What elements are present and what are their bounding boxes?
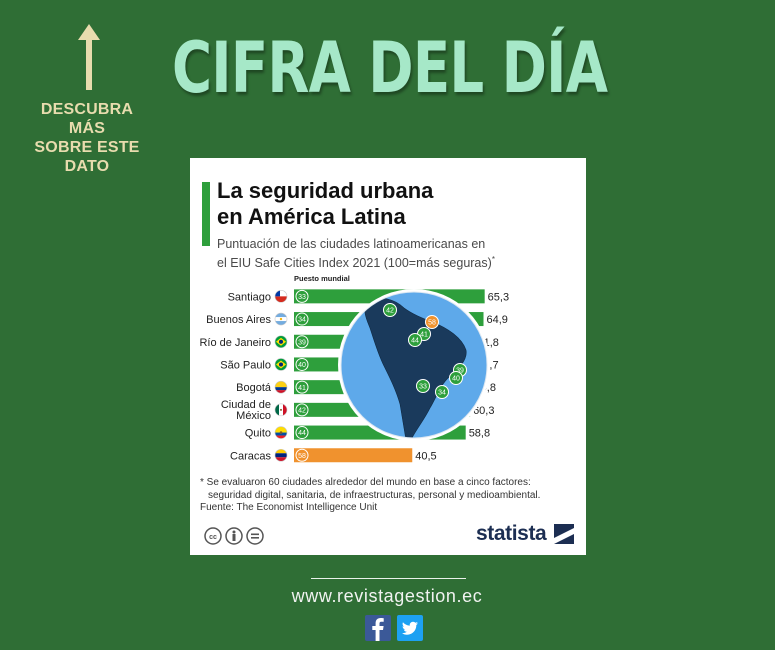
footnote-line-1: * Se evaluaron 60 ciudades alrededor del… (200, 477, 531, 488)
map-marker-label: 40 (452, 376, 460, 383)
rank-badge-ring (295, 380, 309, 394)
brazil-flag-icon (274, 335, 288, 349)
rank-badge-ring (295, 289, 309, 303)
rank-badge-ring (295, 426, 309, 440)
map-marker-label: 42 (386, 308, 394, 315)
title-accent-bar (202, 182, 210, 246)
city-label: Bogotá (236, 382, 272, 394)
city-label: Ciudad de México (221, 399, 271, 422)
rank-badge-ring (295, 448, 309, 462)
rank-label: 33 (298, 294, 306, 301)
map-marker-label: 33 (419, 384, 427, 391)
cc-icon: cc (204, 527, 222, 545)
value-label: 64,9 (487, 314, 508, 326)
city-label: São Paulo (220, 359, 271, 371)
footnote-line-2: seguridad digital, sanitaria, de infraes… (208, 489, 541, 501)
rank-column-header: Puesto mundial (294, 274, 350, 283)
side-note-line-1: DESCUBRA MÁS (40, 101, 134, 137)
city-label: Río de Janeiro (199, 337, 271, 349)
chart-subtitle-line-2-text: el EIU Safe Cities Index 2021 (100=más s… (217, 256, 492, 271)
svg-text:cc: cc (209, 534, 217, 541)
brazil-flag-icon (274, 358, 288, 371)
rank-badge-ring (295, 403, 309, 417)
rank-label: 34 (298, 317, 306, 324)
footer-divider (311, 578, 466, 579)
city-label: Santiago (228, 291, 271, 303)
map-marker (416, 379, 430, 393)
value-label: 60,3 (473, 405, 494, 417)
chart-subtitle: Puntuación de las ciudades latinoamerica… (217, 236, 577, 271)
rank-label: 41 (298, 385, 306, 392)
argentina-flag-icon (274, 312, 288, 326)
city-label: Caracas (230, 450, 271, 462)
headline: CIFRA DEL DÍA (172, 27, 608, 109)
colombia-flag-icon (274, 380, 288, 394)
chart-title-line-2: en América Latina (217, 204, 406, 229)
map-marker-label: 39 (456, 368, 464, 375)
city-label: Quito (245, 428, 271, 440)
map-marker-label: 44 (411, 338, 419, 345)
source-note: Fuente: The Economist Intelligence Unit (200, 502, 378, 513)
rank-label: 40 (298, 362, 306, 369)
value-label: 58,8 (469, 428, 490, 440)
rank-badge-ring (295, 335, 309, 349)
footnote: * Se evaluaron 60 ciudades alrededor del… (200, 477, 580, 502)
statista-logo[interactable]: statista (476, 522, 547, 545)
statista-mark-icon (554, 524, 574, 544)
chart-subtitle-line-1: Puntuación de las ciudades latinoamerica… (217, 237, 486, 251)
value-label: 40,5 (415, 450, 436, 462)
venezuela-flag-icon (274, 448, 288, 462)
chart-subtitle-line-2: el EIU Safe Cities Index 2021 (100=más s… (217, 252, 577, 271)
rank-label: 44 (298, 430, 306, 437)
side-note-line-2: SOBRE ESTE DATO (34, 139, 140, 175)
chile-flag-icon (274, 290, 288, 303)
side-note[interactable]: DESCUBRA MÁS SOBRE ESTE DATO (22, 100, 152, 176)
website-url[interactable]: www.revistagestion.ec (291, 586, 483, 606)
map-marker (449, 371, 463, 385)
by-icon (225, 527, 243, 545)
map-marker (383, 303, 397, 317)
city-label: Buenos Aires (206, 314, 271, 326)
ecuador-flag-icon (274, 426, 288, 439)
license-icons[interactable]: cc (204, 526, 264, 546)
nd-icon (246, 527, 264, 545)
bar-chart: Santiago 33 65,3 Buenos Aires 34 64,9 Río de J… (199, 289, 509, 463)
map-marker-label: 58 (428, 320, 436, 327)
up-arrow-icon (78, 24, 100, 90)
map-marker (425, 315, 439, 329)
mexico-flag-icon (274, 403, 288, 417)
facebook-icon[interactable] (365, 615, 391, 641)
rank-label: 42 (298, 407, 306, 414)
twitter-icon[interactable] (397, 615, 423, 641)
value-label: 65,3 (488, 291, 509, 303)
map-marker (408, 333, 422, 347)
infographic-card: La seguridad urbana en América Latina Pu… (190, 158, 586, 555)
rank-badge-ring (295, 312, 309, 326)
map-marker-label: 41 (420, 332, 428, 339)
chart-title: La seguridad urbana en América Latina (217, 178, 577, 230)
map-marker (435, 385, 449, 399)
rank-label: 58 (298, 453, 306, 460)
subtitle-footnote-mark: * (491, 255, 495, 264)
map-marker-label: 34 (438, 390, 446, 397)
rank-label: 39 (298, 339, 306, 346)
rank-badge-ring (295, 357, 309, 371)
bar-caracas (294, 448, 413, 463)
chart-title-line-1: La seguridad urbana (217, 178, 434, 203)
